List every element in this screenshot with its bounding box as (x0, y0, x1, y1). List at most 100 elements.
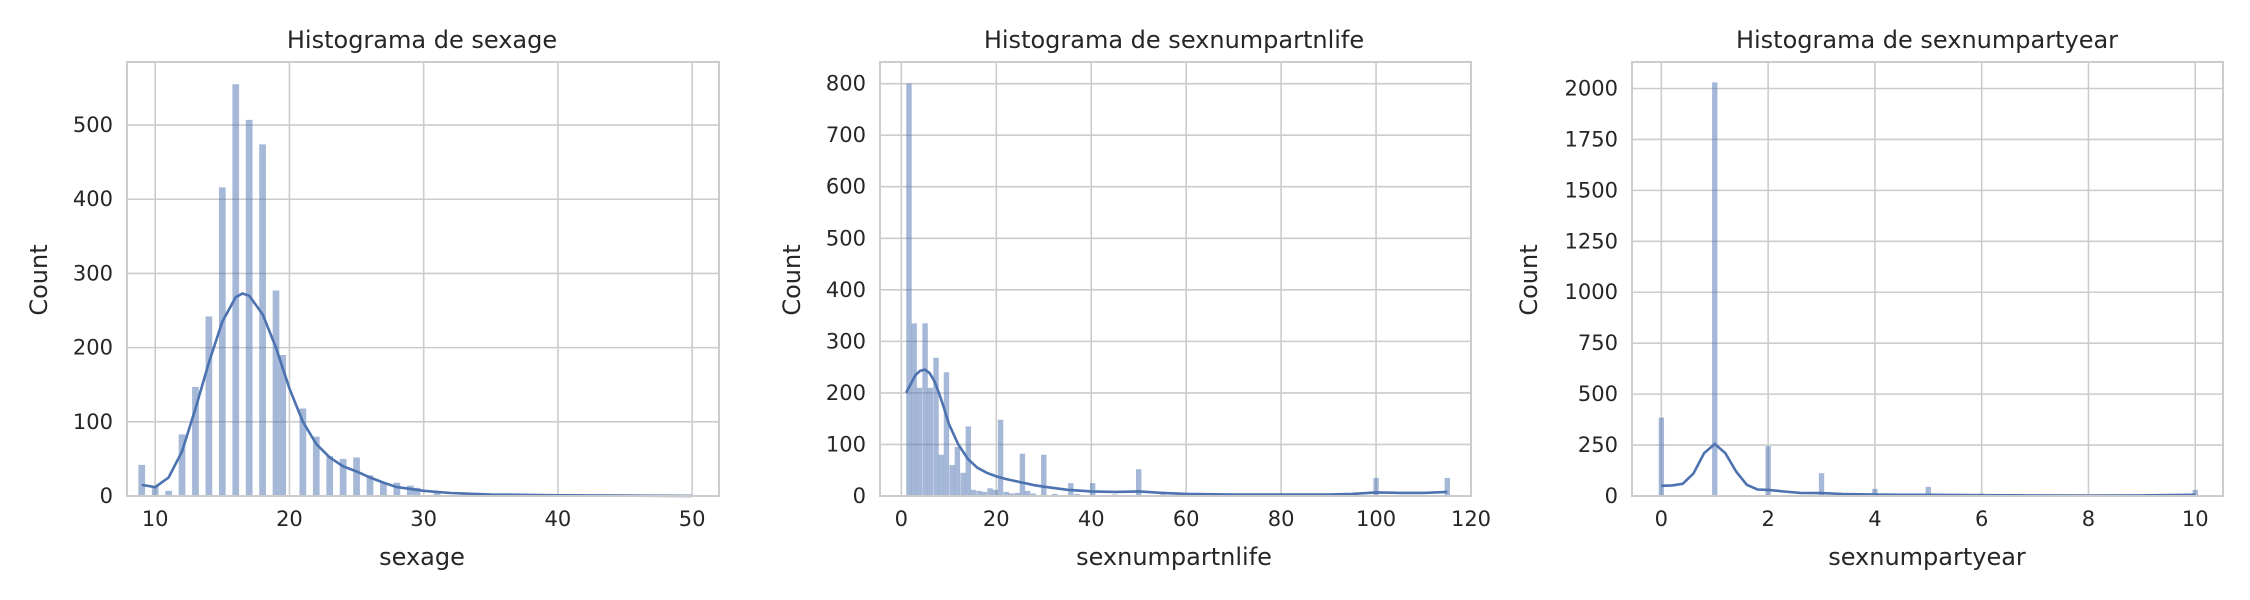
x-tick-label: 0 (1655, 507, 1668, 531)
y-tick-label: 300 (73, 261, 113, 285)
x-tick-label: 120 (1451, 507, 1491, 531)
y-tick-label: 600 (826, 175, 866, 199)
y-tick-label: 100 (826, 432, 866, 456)
y-tick-label: 800 (826, 72, 866, 96)
y-tick-label: 300 (826, 329, 866, 353)
x-tick-label: 60 (1173, 507, 1200, 531)
histogram-bar (1051, 493, 1058, 496)
x-tick-label: 80 (1268, 507, 1295, 531)
x-axis-label: sexage (379, 543, 465, 571)
histogram-bar (970, 489, 977, 496)
histogram-bar (279, 355, 287, 496)
y-tick-label: 0 (1605, 484, 1618, 508)
x-tick-label: 0 (895, 507, 908, 531)
histogram-bar (997, 419, 1004, 496)
histogram-bar (992, 489, 999, 496)
histogram-bar (2192, 489, 2198, 496)
histogram-bar (312, 436, 320, 496)
histogram-bar (353, 457, 360, 496)
y-tick-label: 0 (853, 484, 866, 508)
chart-title: Histograma de sexnumpartnlife (984, 26, 1364, 54)
histogram-bar (380, 482, 387, 496)
histogram-bar (1089, 483, 1096, 496)
y-tick-label: 500 (826, 226, 866, 250)
histogram-bar (911, 323, 917, 496)
histogram-bar (1003, 491, 1009, 496)
histogram-bar (1030, 493, 1037, 496)
histogram-sexnumpartyear-panel: Histograma de sexnumpartyear sexnumparty… (1515, 26, 2224, 571)
histogram-bar (1872, 488, 1878, 496)
tick-labels: 0 20 40 60 80 100 120 0 100 200 300 400 500 600 700 800 (826, 72, 1491, 531)
tick-labels: 0 2 4 6 8 10 0 250 500 750 1000 1250 1500 1750 2000 (1565, 76, 2209, 531)
bars (138, 84, 696, 496)
y-tick-label: 200 (826, 381, 866, 405)
grid (127, 62, 719, 497)
histogram-bar (981, 491, 988, 496)
histogram-bar (326, 455, 334, 496)
histogram-bar (943, 372, 950, 496)
histogram-bar (976, 490, 982, 496)
histogram-bar (960, 472, 966, 496)
plot-frame (879, 61, 1472, 497)
histogram-bar (192, 386, 199, 496)
histogram-bar (299, 408, 307, 496)
y-tick-label: 750 (1578, 331, 1618, 355)
y-tick-label: 400 (826, 278, 866, 302)
histogram-bar (259, 144, 266, 496)
histogram-bar (1008, 493, 1015, 496)
kde-curve (141, 292, 693, 498)
y-tick-label: 700 (826, 123, 866, 147)
y-tick-label: 1500 (1565, 178, 1618, 202)
x-tick-label: 10 (142, 507, 169, 531)
histogram-bar (433, 493, 441, 496)
histogram-bar (1019, 453, 1026, 496)
histogram-bar (1014, 492, 1020, 496)
y-tick-label: 0 (100, 484, 113, 508)
y-tick-label: 2000 (1565, 76, 1618, 100)
histogram-bar (205, 316, 213, 496)
y-tick-label: 250 (1578, 433, 1618, 457)
histogram-bar (272, 290, 280, 496)
histogram-bar (406, 485, 414, 496)
x-tick-label: 30 (410, 507, 437, 531)
histogram-bar (922, 323, 928, 496)
x-tick-label: 20 (983, 507, 1010, 531)
histogram-bar (916, 387, 923, 496)
x-tick-label: 6 (1975, 507, 1988, 531)
chart-title: Histograma de sexnumpartyear (1736, 26, 2118, 54)
y-tick-label: 500 (1578, 382, 1618, 406)
x-axis-label: sexnumpartyear (1828, 543, 2026, 571)
y-tick-label: 1000 (1565, 280, 1618, 304)
x-tick-label: 50 (679, 507, 706, 531)
histogram-bar (949, 465, 955, 496)
histogram-bar (1136, 469, 1142, 496)
y-tick-label: 100 (73, 410, 113, 434)
bars (1658, 82, 2198, 497)
histogram-bar (906, 83, 912, 497)
histogram-bar (1041, 454, 1047, 496)
histogram-bar (987, 488, 993, 496)
y-axis-label: Count (1515, 244, 1543, 315)
chart-title: Histograma de sexage (287, 26, 557, 54)
histogram-bar (927, 387, 934, 496)
x-tick-label: 8 (2082, 507, 2095, 531)
x-tick-label: 100 (1356, 507, 1396, 531)
histogram-bar (218, 187, 226, 496)
histogram-bar (1373, 477, 1379, 496)
histogram-bar (366, 475, 374, 496)
histogram-bar (232, 84, 240, 496)
y-tick-label: 500 (73, 113, 113, 137)
histogram-bar (1712, 82, 1718, 497)
histogram-bar (151, 486, 159, 496)
x-tick-label: 20 (276, 507, 303, 531)
histogram-bar (1024, 490, 1031, 496)
y-tick-label: 1750 (1565, 127, 1618, 151)
histogram-bar (178, 434, 186, 496)
histogram-bar (1074, 493, 1080, 496)
histogram-bar (933, 357, 939, 496)
x-axis-label: sexnumpartnlife (1076, 543, 1272, 571)
histogram-bar (413, 487, 421, 496)
x-tick-label: 40 (545, 507, 572, 531)
